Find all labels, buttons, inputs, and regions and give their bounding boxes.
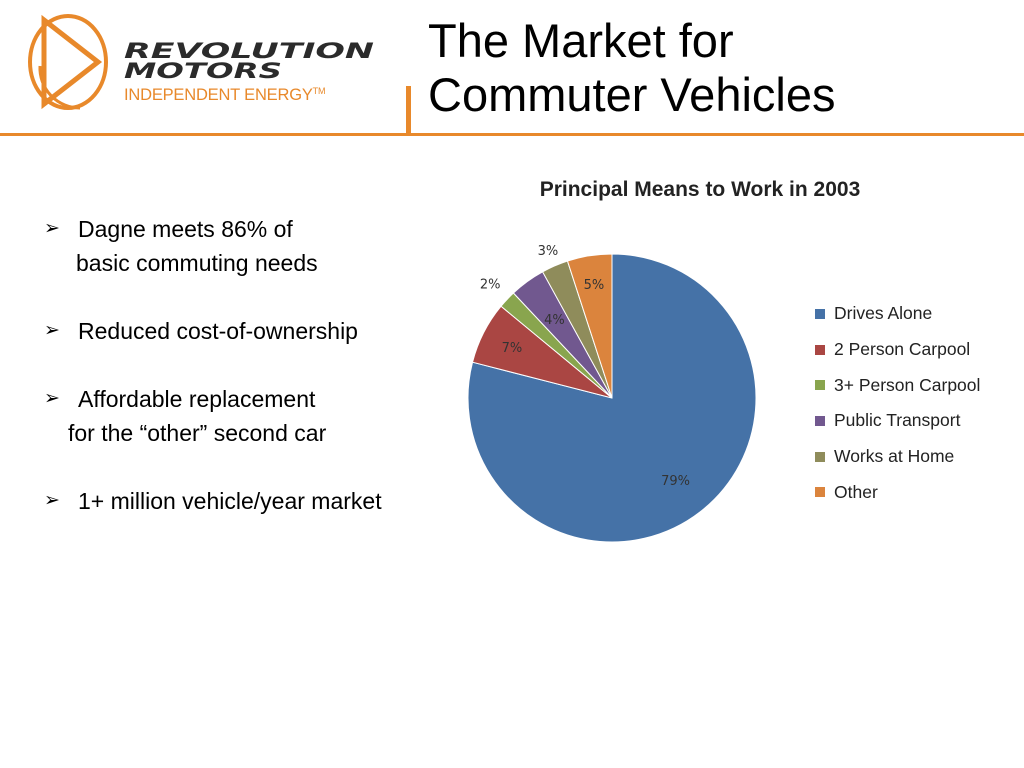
svg-text:REVOLUTION: REVOLUTION (124, 40, 375, 63)
legend-item: Works at Home (815, 439, 980, 475)
legend-swatch (815, 344, 825, 355)
bullet-text-continued: for the “other” second car (68, 420, 327, 446)
legend-item: 2 Person Carpool (815, 332, 980, 368)
logo-tagline: INDEPENDENT ENERGYTM (124, 86, 326, 104)
pie-data-label: 2% (480, 278, 501, 293)
legend-label: Other (834, 481, 878, 502)
legend-item: Drives Alone (815, 296, 980, 332)
legend-label: 3+ Person Carpool (834, 374, 981, 395)
chart-title: Principal Means to Work in 2003 (539, 178, 861, 201)
slide-title-line1: The Market for (428, 14, 734, 67)
header-divider (0, 133, 1024, 136)
revolution-motors-logo-icon (28, 14, 108, 110)
bullet-item: ➢ Dagne meets 86% of basic commuting nee… (44, 212, 444, 280)
pie-data-label: 5% (584, 278, 605, 293)
revolution-motors-wordmark: REVOLUTION MOTORS (124, 40, 375, 82)
legend-label: Public Transport (834, 410, 961, 431)
bullet-text: Dagne meets 86% of (78, 216, 293, 242)
legend-swatch (815, 308, 825, 319)
pie-data-label: 3% (538, 244, 559, 259)
legend-label: 2 Person Carpool (834, 339, 971, 360)
svg-text:MOTORS: MOTORS (124, 59, 282, 82)
pie-slice-other (566, 253, 613, 399)
bullet-item: ➢ 1+ million vehicle/year market (44, 484, 444, 518)
legend-label: Works at Home (834, 446, 955, 467)
legend-swatch (815, 415, 825, 426)
arrowhead-bullet-icon: ➢ (44, 218, 60, 239)
legend-swatch (815, 451, 825, 462)
slide-title-line2: Commuter Vehicles (428, 68, 836, 121)
legend-item: Other (815, 474, 980, 510)
title-accent-bar (406, 86, 411, 134)
arrowhead-bullet-icon: ➢ (44, 490, 60, 511)
arrowhead-bullet-icon: ➢ (44, 320, 60, 341)
slide-title: The Market for Commuter Vehicles (428, 14, 988, 122)
bullet-list: ➢ Dagne meets 86% of basic commuting nee… (44, 212, 444, 552)
legend-label: Drives Alone (834, 303, 933, 324)
bullet-item: ➢ Affordable replacement for the “other”… (44, 382, 444, 450)
chart-legend: Drives Alone 2 Person Carpool 3+ Person … (815, 296, 980, 510)
legend-swatch (815, 487, 825, 498)
bullet-text: Reduced cost-of-ownership (78, 318, 358, 344)
bullet-text: Affordable replacement (78, 386, 316, 412)
arrowhead-bullet-icon: ➢ (44, 388, 60, 409)
bullet-item: ➢ Reduced cost-of-ownership (44, 314, 444, 348)
pie-data-label: 7% (502, 341, 523, 356)
legend-item: Public Transport (815, 403, 980, 439)
pie-data-label: 79% (661, 474, 690, 489)
pie-data-label: 4% (544, 313, 565, 328)
bullet-text-continued: basic commuting needs (76, 250, 318, 276)
legend-item: 3+ Person Carpool (815, 367, 980, 403)
legend-swatch (815, 380, 825, 391)
bullet-text: 1+ million vehicle/year market (78, 488, 382, 514)
